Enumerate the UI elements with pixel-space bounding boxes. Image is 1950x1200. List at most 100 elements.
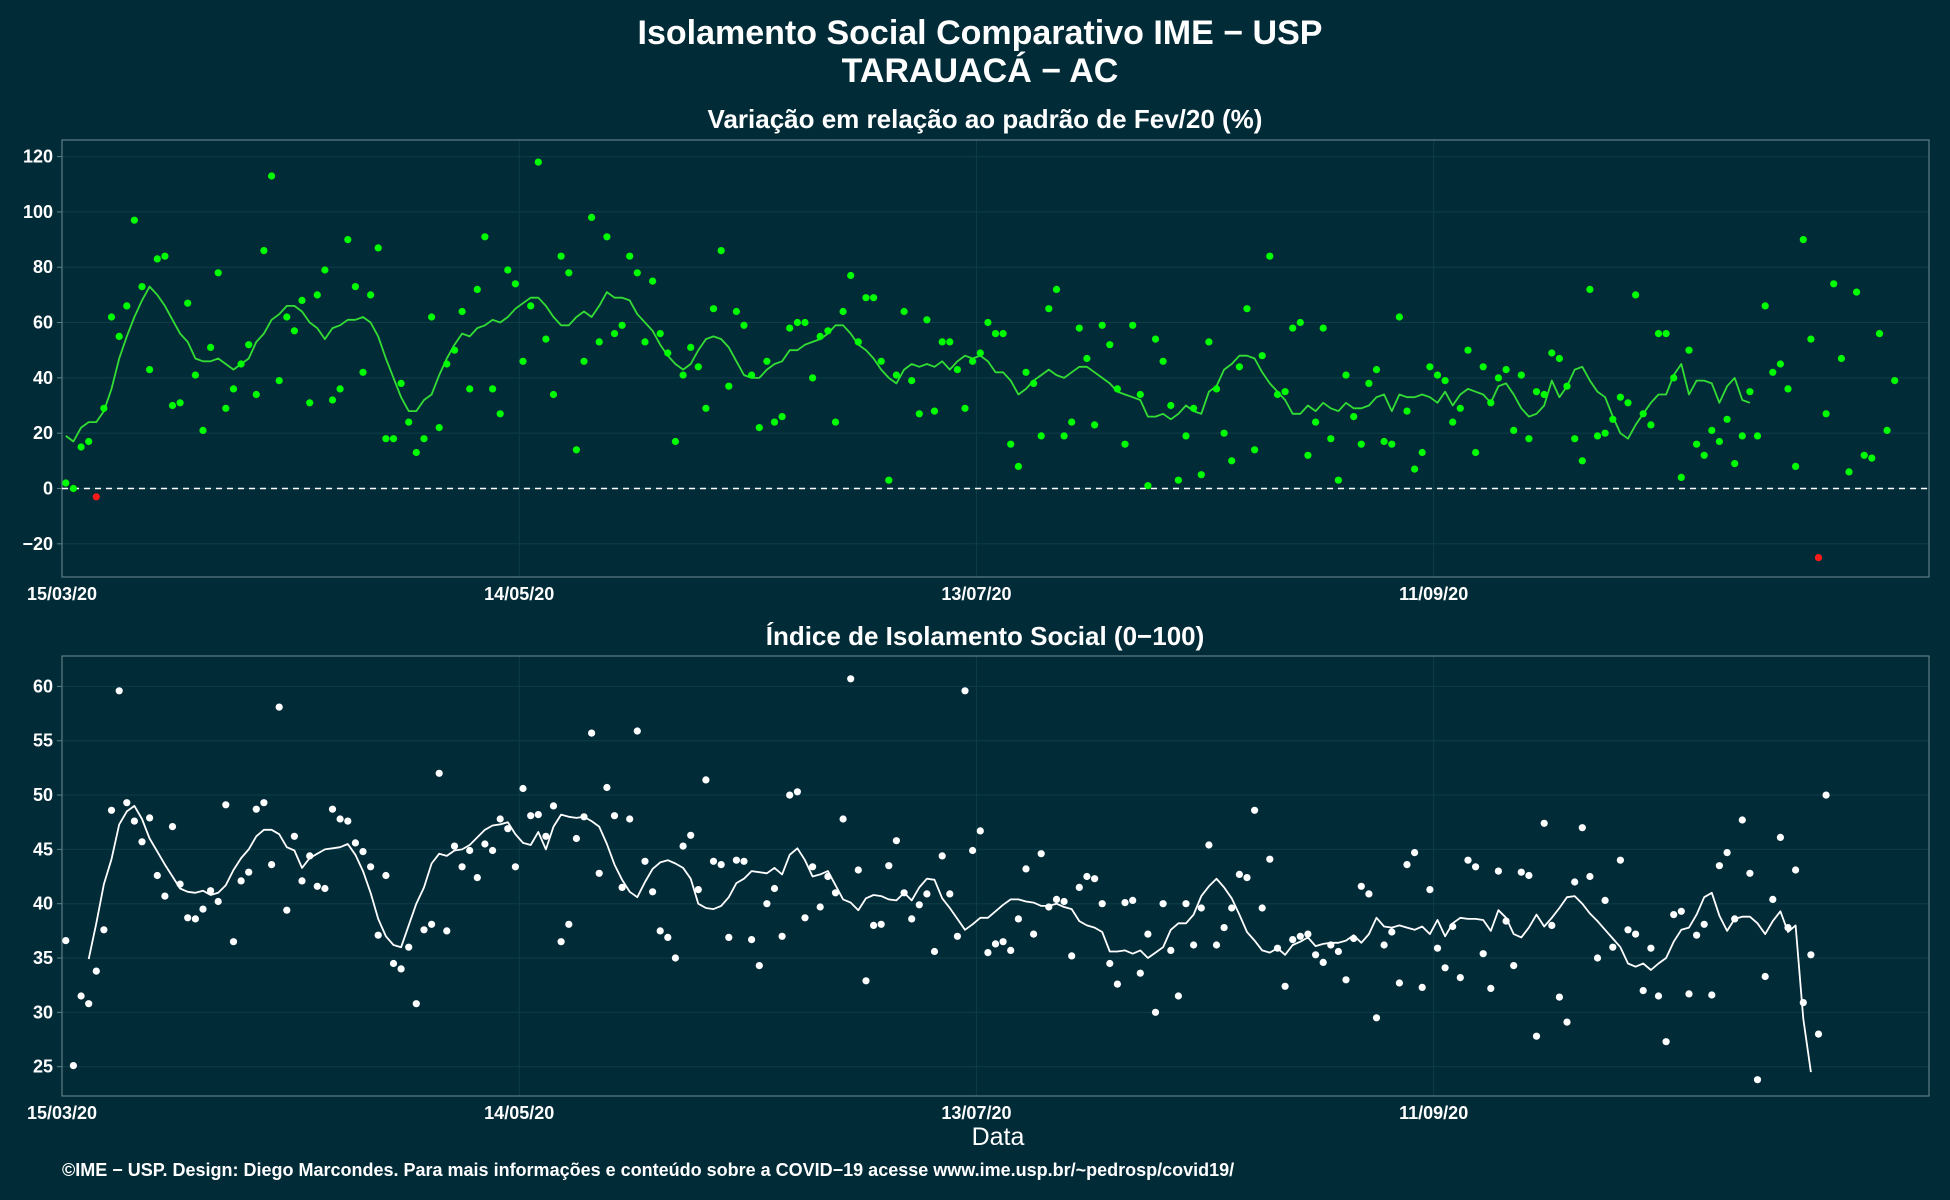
data-point xyxy=(405,418,413,426)
data-point xyxy=(656,330,664,338)
data-point xyxy=(1571,435,1579,443)
data-point xyxy=(1144,482,1152,490)
data-point xyxy=(671,437,680,446)
data-point xyxy=(984,949,992,957)
data-point xyxy=(1091,875,1099,883)
data-point xyxy=(534,811,542,819)
data-point xyxy=(1853,288,1861,296)
data-point xyxy=(1266,855,1274,863)
y-tick-label: 40 xyxy=(33,368,53,388)
data-point xyxy=(443,927,451,935)
data-point xyxy=(207,887,215,895)
data-point xyxy=(778,413,786,421)
data-point xyxy=(428,313,436,321)
data-point xyxy=(633,269,641,277)
x-tick-label: 14/05/20 xyxy=(484,584,554,604)
y-tick-label: 50 xyxy=(33,785,53,805)
moving-average-line xyxy=(65,285,1751,443)
y-tick-label: 60 xyxy=(33,313,53,333)
data-point xyxy=(709,305,718,313)
data-point xyxy=(336,385,344,393)
data-point xyxy=(809,863,817,871)
data-point xyxy=(382,871,390,880)
data-point xyxy=(389,435,398,443)
data-point xyxy=(1738,816,1746,824)
data-point xyxy=(1365,890,1373,898)
data-point xyxy=(1731,460,1739,468)
data-point xyxy=(1776,360,1784,368)
data-point xyxy=(877,920,885,928)
data-point xyxy=(938,852,946,860)
data-point xyxy=(786,791,794,799)
data-point xyxy=(1464,856,1472,864)
data-point xyxy=(976,349,984,357)
data-point xyxy=(991,330,1000,338)
data-point xyxy=(1418,983,1426,992)
y-tick-label: 0 xyxy=(43,478,53,498)
data-point xyxy=(466,846,474,855)
data-point xyxy=(725,382,733,390)
x-tick-label: 15/03/20 xyxy=(27,1103,97,1123)
data-point xyxy=(687,831,695,839)
data-point xyxy=(1632,930,1640,938)
data-point xyxy=(1769,368,1777,376)
data-point xyxy=(1472,863,1480,871)
data-point xyxy=(1792,866,1800,874)
data-point xyxy=(1708,426,1716,434)
data-point xyxy=(1083,354,1091,363)
data-point xyxy=(100,926,108,934)
data-point xyxy=(1174,476,1182,484)
data-point xyxy=(603,783,611,792)
y-tick-label: 25 xyxy=(33,1057,53,1077)
data-point xyxy=(1510,962,1518,970)
data-point xyxy=(1555,993,1563,1001)
data-point xyxy=(184,914,192,922)
data-point xyxy=(839,307,847,316)
data-point xyxy=(420,926,428,934)
data-point xyxy=(62,937,70,945)
data-point xyxy=(1312,418,1320,426)
data-point xyxy=(595,869,603,877)
data-point xyxy=(1563,1018,1571,1026)
data-point xyxy=(1662,1038,1670,1046)
data-point xyxy=(1220,924,1228,932)
data-point xyxy=(938,338,946,346)
data-point xyxy=(1624,926,1632,934)
plot-frame xyxy=(61,139,1930,578)
data-point xyxy=(1136,969,1144,977)
data-point xyxy=(260,799,268,807)
data-point xyxy=(1113,980,1121,988)
data-point xyxy=(191,915,199,923)
data-point xyxy=(610,330,619,338)
data-point xyxy=(671,954,680,962)
data-point xyxy=(915,901,923,909)
data-point xyxy=(656,927,664,935)
data-point xyxy=(374,244,382,252)
data-point xyxy=(450,842,459,850)
data-point xyxy=(778,932,786,940)
data-point xyxy=(1456,974,1464,982)
y-tick-label: 45 xyxy=(33,839,53,859)
data-point xyxy=(1091,421,1099,429)
data-point xyxy=(1327,941,1335,949)
data-point xyxy=(1075,883,1083,892)
data-point xyxy=(1151,1008,1160,1016)
data-point xyxy=(870,294,878,302)
y-tick-label: 30 xyxy=(33,1002,53,1022)
data-point xyxy=(854,338,862,346)
data-point xyxy=(1456,404,1464,412)
data-point xyxy=(542,335,550,343)
data-point xyxy=(92,493,100,501)
top-chart-title: Variação em relação ao padrão de Fev/20 … xyxy=(708,104,1263,134)
data-point xyxy=(1037,432,1045,440)
data-point xyxy=(428,920,436,928)
data-point xyxy=(1212,941,1221,949)
data-point xyxy=(1388,928,1396,936)
data-point xyxy=(908,377,916,385)
data-point xyxy=(1517,868,1525,876)
data-point xyxy=(336,815,344,823)
data-point xyxy=(1639,410,1647,418)
data-point xyxy=(565,920,573,928)
data-point xyxy=(458,307,466,316)
data-point xyxy=(618,321,626,329)
